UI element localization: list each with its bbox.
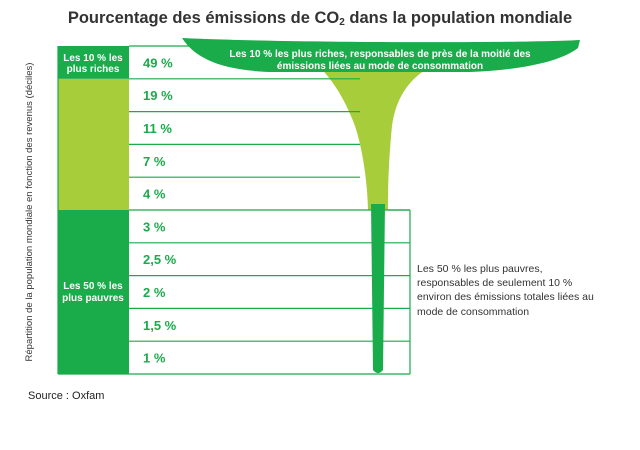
- value-label: 1,5 %: [143, 318, 177, 333]
- top-annotation: Les 10 % les plus riches, responsables d…: [229, 49, 531, 72]
- funnel-stem: [371, 204, 385, 373]
- value-label: 2,5 %: [143, 252, 177, 267]
- rich-decile-label: Les 10 % les plus riches: [63, 52, 123, 76]
- source-note: Source : Oxfam: [28, 390, 105, 402]
- title-suffix: dans la population mondiale: [344, 9, 573, 27]
- poor-block: [58, 210, 129, 374]
- value-label: 49 %: [143, 55, 173, 70]
- value-label: 7 %: [143, 154, 166, 169]
- title-subscript: 2: [339, 17, 345, 28]
- value-label: 11 %: [143, 121, 172, 136]
- light-green-block: [58, 78, 129, 210]
- value-label: 3 %: [143, 219, 166, 234]
- title-prefix: Pourcentage des émissions de CO: [67, 9, 340, 27]
- value-label: 2 %: [143, 285, 166, 300]
- bottom-annotation: Les 50 % les plus pauvres, responsables …: [417, 263, 594, 318]
- funnel-light-green: [290, 46, 500, 210]
- value-label: 4 %: [143, 187, 166, 202]
- chart-title: Pourcentage des émissions de CO2 dans la…: [0, 9, 640, 28]
- rich-block: [58, 46, 129, 79]
- value-label: 19 %: [143, 88, 173, 103]
- poor-half-label: Les 50 % les plus pauvres: [62, 281, 124, 304]
- value-label: 1 %: [143, 351, 166, 366]
